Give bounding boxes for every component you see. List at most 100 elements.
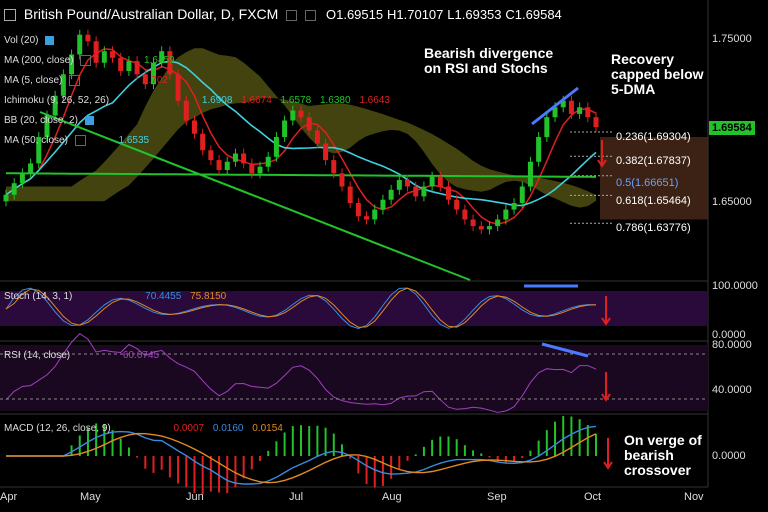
candle-body — [527, 161, 533, 187]
price-tick-label: 1.65000 — [712, 196, 752, 208]
candle-body — [69, 54, 75, 75]
stoch-label: Stoch (14, 3, 1) — [4, 291, 73, 302]
candle-body — [265, 156, 271, 167]
candle-body — [52, 95, 58, 116]
candle-body — [388, 189, 394, 200]
stoch-band — [0, 291, 708, 326]
macd-label: MACD (12, 26, close, 9) — [4, 423, 111, 434]
settings-icon[interactable] — [45, 35, 55, 45]
candle-body — [183, 100, 189, 121]
macd-signal-line — [6, 432, 597, 484]
candle-body — [536, 137, 542, 162]
candle-body — [93, 41, 99, 63]
ichimoku-cloud-area — [6, 48, 596, 208]
visibility-icon[interactable] — [80, 55, 92, 66]
candle-body — [11, 183, 17, 195]
ma200-legend[interactable]: MA (200, close) 1.6459 — [4, 55, 175, 66]
ma50-value: 1.6535 — [118, 135, 150, 147]
candle-body — [200, 133, 206, 151]
ma5-legend[interactable]: MA (5, close) 1.702 — [4, 75, 168, 86]
visibility-icon[interactable] — [69, 75, 81, 86]
down-arrow-head — [603, 461, 613, 470]
settings-icon[interactable] — [84, 115, 94, 125]
stoch-tick-label: 100.0000 — [712, 280, 758, 292]
candle-body — [339, 173, 345, 187]
candle-body — [257, 166, 263, 174]
ma50-legend[interactable]: MA (50, close) 1.6535 — [4, 135, 149, 146]
price-tick-label: 1.75000 — [712, 33, 752, 45]
vol-legend[interactable]: Vol (20) — [4, 35, 55, 46]
down-arrow-head — [597, 159, 607, 168]
candle-body — [3, 194, 9, 202]
macd-tick-label: 0.0000 — [712, 450, 746, 462]
candle-body — [421, 186, 427, 197]
candle-body — [77, 34, 83, 55]
candles — [3, 29, 599, 235]
stoch-d-value: 75.8150 — [190, 291, 227, 302]
bb-legend[interactable]: BB (20, close, 2) — [4, 115, 94, 126]
chart-header: British Pound/Australian Dollar, D, FXCM… — [4, 6, 562, 22]
ma5-label: MA (5, close) — [4, 75, 63, 87]
bb-label: BB (20, close, 2) — [4, 115, 78, 126]
candle-body — [249, 163, 255, 174]
macd-legend[interactable]: MACD (12, 26, close, 9) 0.0007 0.0160 0.… — [4, 423, 283, 434]
macd-hist-value: 0.0007 — [173, 423, 205, 434]
rsi-line — [5, 332, 597, 413]
trendline — [39, 111, 471, 281]
ichimoku-conversion: 1.6908 — [201, 95, 233, 106]
ichimoku-cloud — [6, 48, 708, 220]
down-arrow-head — [601, 317, 611, 326]
candle-body — [191, 120, 197, 134]
candle-body — [241, 153, 247, 164]
candle-body — [19, 173, 25, 184]
month-label: Aug — [382, 491, 402, 503]
ma50-line — [5, 60, 597, 207]
ichimoku-label: Ichimoku (9, 26, 52, 26) — [4, 95, 110, 106]
ma200-label: MA (200, close) — [4, 55, 74, 67]
ohlc-low: L1.69353 — [447, 7, 502, 22]
candle-body — [405, 179, 411, 187]
rsi-value: 60.0745 — [122, 350, 160, 361]
candle-body — [290, 110, 296, 121]
fib-level-label: 0.618(1.65464) — [616, 195, 691, 207]
ichimoku-legend[interactable]: Ichimoku (9, 26, 52, 26) 1.6908 1.6674 1… — [4, 95, 390, 106]
candle-body — [314, 130, 320, 144]
candle-body — [396, 179, 402, 190]
macd-line — [6, 425, 597, 485]
candle-body — [142, 74, 148, 85]
ohlc-open: O1.69515 — [326, 7, 384, 22]
candle-body — [159, 51, 165, 63]
candle-body — [208, 150, 214, 161]
candle-body — [470, 219, 476, 227]
fib-level-label: 0.236(1.69304) — [616, 131, 691, 143]
month-label: Oct — [584, 491, 602, 503]
stoch-tick-label: 0.0000 — [712, 329, 746, 341]
candle-body — [585, 107, 591, 118]
stoch-legend[interactable]: Stoch (14, 3, 1) 70.4455 75.8150 — [4, 291, 226, 302]
candle-body — [552, 107, 558, 118]
visibility-icon[interactable] — [305, 9, 317, 21]
candle-body — [85, 34, 91, 42]
candle-body — [323, 143, 329, 161]
rsi-legend[interactable]: RSI (14, close) 60.0745 — [4, 350, 159, 361]
month-label: May — [80, 491, 101, 503]
macd-signal-value: 0.0154 — [252, 423, 283, 434]
candle-body — [224, 161, 230, 170]
candle-body — [282, 120, 288, 137]
last-price-tag: 1.69584 — [709, 121, 755, 135]
candle-body — [347, 186, 353, 203]
ichimoku-cloud-future — [600, 137, 708, 220]
visibility-icon[interactable] — [74, 135, 86, 146]
candle-body — [446, 186, 451, 200]
annotation-marks — [524, 86, 613, 470]
candle-body — [355, 203, 361, 217]
collapse-icon[interactable] — [4, 9, 16, 22]
settings-icon[interactable] — [286, 9, 298, 21]
ma200-line — [6, 172, 597, 178]
candle-body — [486, 226, 492, 230]
rsi-pane — [0, 332, 708, 413]
candle-body — [413, 186, 419, 197]
fibonacci-levels — [570, 131, 612, 224]
candle-body — [216, 160, 222, 170]
divergence-price-line — [531, 86, 579, 126]
